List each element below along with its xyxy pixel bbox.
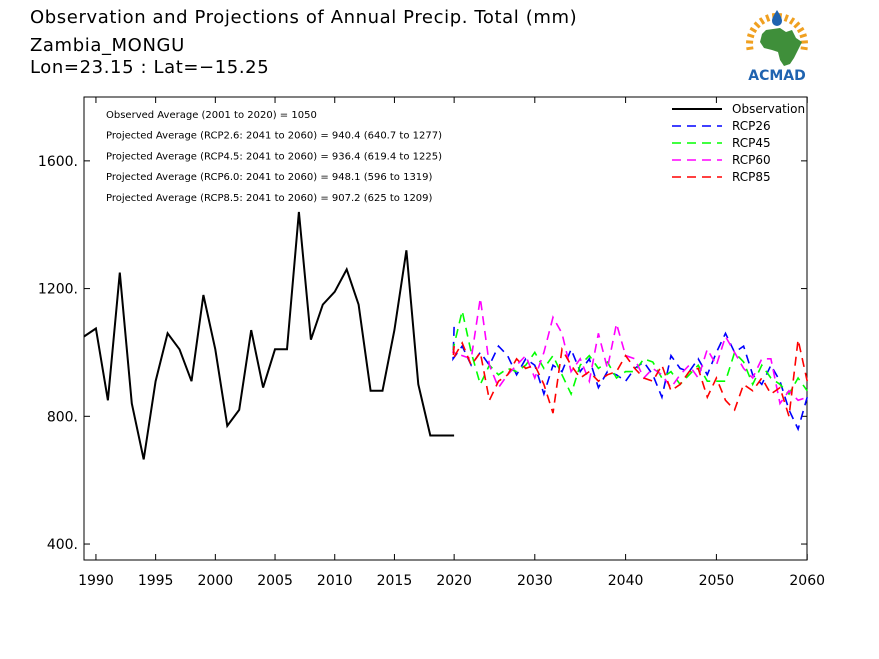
series-line-rcp26 (452, 326, 808, 432)
annotation-line: Projected Average (RCP2.6: 2041 to 2060)… (106, 131, 442, 142)
series-layer (83, 211, 808, 460)
chart-title: Observation and Projections of Annual Pr… (30, 7, 578, 28)
legend-label: Observation (732, 102, 805, 116)
x-tick-label: 2060 (789, 573, 825, 589)
legend-label: RCP85 (732, 170, 771, 184)
x-tick-label: 2030 (517, 573, 553, 589)
legend-label: RCP45 (732, 136, 771, 150)
annotation-line: Projected Average (RCP4.5: 2041 to 2060)… (106, 151, 442, 162)
y-tick-label: 800. (47, 409, 78, 425)
logo-text: ACMAD (748, 68, 806, 84)
x-axis: 1990 1995 2000 2005 2010 2015 2020 2030 2040 2050… (78, 97, 825, 589)
station-coordinates: Lon=23.15 : Lat=−15.25 (30, 57, 270, 78)
legend-label: RCP26 (732, 119, 771, 133)
annotation-line: Projected Average (RCP6.0: 2041 to 2060)… (106, 172, 433, 183)
x-tick-label: 1990 (78, 573, 114, 589)
x-tick-label: 2040 (608, 573, 644, 589)
x-tick-label: 2015 (377, 573, 413, 589)
acmad-logo: ACMAD (745, 10, 809, 84)
station-name: Zambia_MONGU (30, 35, 185, 56)
y-axis: 400. 800. 1200. 1600. (38, 154, 807, 553)
series-line-rcp60 (452, 298, 808, 406)
y-tick-label: 1600. (38, 154, 78, 170)
series-line-rcp85 (452, 339, 808, 417)
x-tick-label: 2020 (436, 573, 472, 589)
annotations: Observed Average (2001 to 2020) = 1050 Pr… (106, 110, 442, 204)
annotation-line: Projected Average (RCP8.5: 2041 to 2060)… (106, 193, 433, 204)
legend: Observation RCP26 RCP45 RCP60 RCP85 (672, 102, 805, 184)
x-tick-label: 2010 (317, 573, 353, 589)
y-tick-label: 400. (47, 537, 78, 553)
water-drop-icon (772, 10, 782, 26)
x-tick-label: 2005 (257, 573, 293, 589)
legend-label: RCP60 (732, 153, 771, 167)
plot-frame (83, 96, 808, 561)
africa-map-icon (760, 28, 802, 66)
series-line-rcp45 (452, 310, 808, 397)
x-tick-label: 2050 (699, 573, 735, 589)
series-line-observation (83, 211, 455, 460)
y-tick-label: 1200. (38, 282, 78, 298)
annotation-line: Observed Average (2001 to 2020) = 1050 (106, 110, 317, 121)
x-tick-label: 1995 (138, 573, 174, 589)
x-tick-label: 2000 (198, 573, 234, 589)
